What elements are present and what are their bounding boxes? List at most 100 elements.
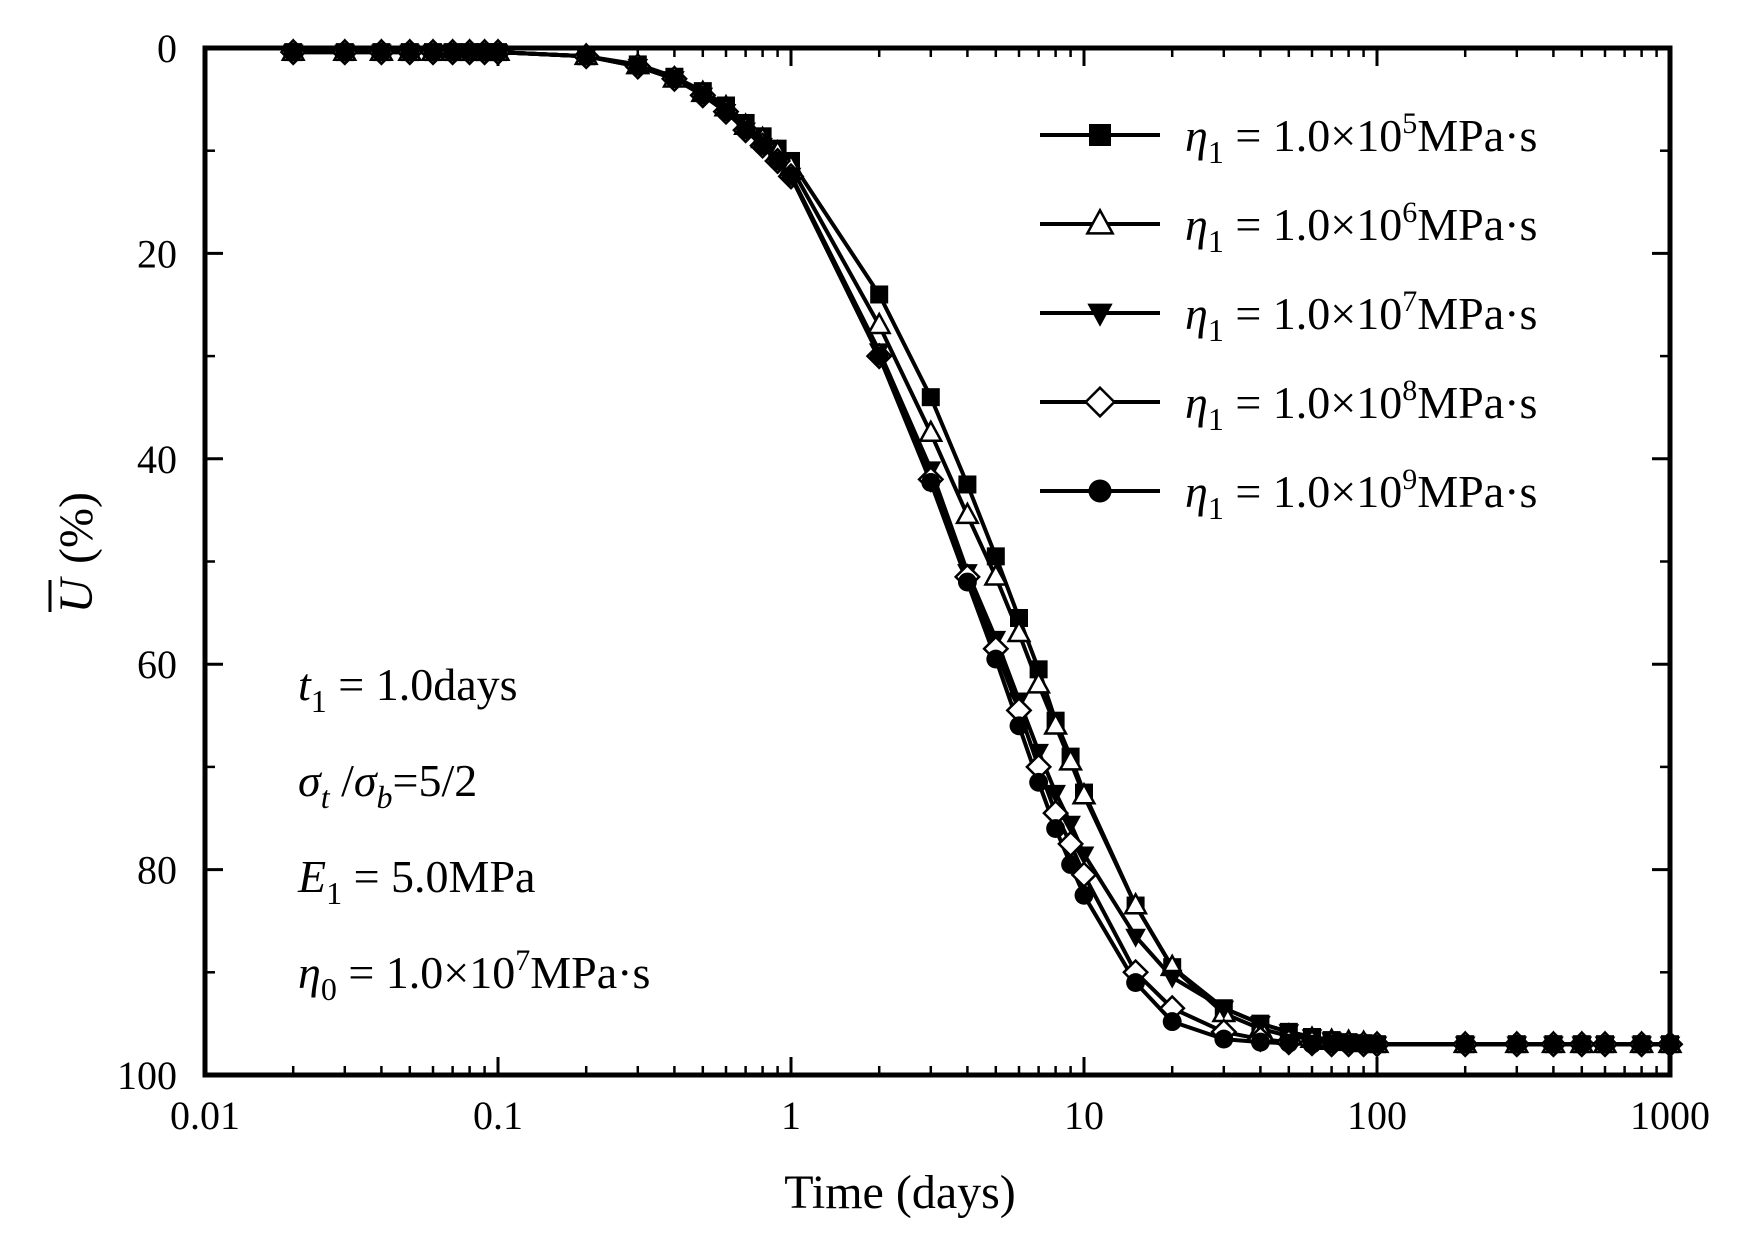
data-point xyxy=(1214,1029,1234,1049)
data-point xyxy=(869,346,889,366)
x-tick-label: 1000 xyxy=(1630,1093,1710,1138)
data-point xyxy=(1006,619,1032,643)
data-point xyxy=(781,166,801,186)
data-point xyxy=(1279,1033,1299,1053)
data-point xyxy=(1029,660,1048,679)
data-point xyxy=(1043,711,1069,735)
legend-marker xyxy=(1087,303,1113,327)
data-point xyxy=(1250,1032,1270,1052)
y-axis-title: U (%) xyxy=(48,492,103,613)
legend-label: η1 = 1.0×109MPa·s xyxy=(1185,463,1537,526)
y-tick-label: 80 xyxy=(137,848,177,893)
data-point xyxy=(1073,846,1095,866)
data-point xyxy=(443,42,463,62)
legend-label: η1 = 1.0×108MPa·s xyxy=(1185,374,1537,437)
data-point xyxy=(1126,973,1146,993)
data-point xyxy=(1074,885,1094,905)
y-tick-label: 20 xyxy=(137,231,177,276)
data-point xyxy=(664,69,684,89)
data-point xyxy=(693,85,713,105)
data-point xyxy=(335,42,355,62)
x-tick-label: 0.1 xyxy=(473,1093,523,1138)
legend-entry-2: η1 = 1.0×106MPa·s xyxy=(1040,196,1537,259)
data-point xyxy=(1572,1034,1592,1054)
data-point xyxy=(576,46,596,66)
y-tick-label: 40 xyxy=(137,437,177,482)
data-point xyxy=(716,102,736,122)
data-point xyxy=(1045,784,1066,804)
legend: η1 = 1.0×105MPa·s η1 = 1.0×106MPa·s η1 = 1… xyxy=(1040,107,1537,526)
data-point xyxy=(1061,855,1081,874)
annotation-line-1: t1 = 1.0days xyxy=(298,659,518,719)
data-point xyxy=(1071,781,1097,805)
y-tick-label: 100 xyxy=(117,1053,177,1098)
data-point xyxy=(958,475,977,494)
data-point xyxy=(866,311,892,335)
legend-label: η1 = 1.0×107MPa·s xyxy=(1185,285,1537,348)
data-point xyxy=(1125,928,1146,948)
plot-frame xyxy=(202,45,1673,1078)
data-point xyxy=(423,42,443,62)
data-point xyxy=(1367,1034,1387,1054)
x-tick-label: 100 xyxy=(1347,1093,1407,1138)
data-point xyxy=(1455,1034,1475,1054)
legend-entry-4: η1 = 1.0×108MPa·s xyxy=(1040,374,1537,437)
data-point xyxy=(1507,1034,1527,1054)
y-tick-label: 60 xyxy=(137,642,177,687)
data-point xyxy=(1161,969,1183,989)
data-point xyxy=(1029,772,1049,792)
data-point xyxy=(1009,716,1029,736)
data-point xyxy=(628,57,648,76)
data-point xyxy=(1302,1034,1322,1054)
x-tick-label: 1 xyxy=(781,1093,801,1138)
y-axis-symbol: U xyxy=(50,575,103,613)
data-point xyxy=(1250,1016,1271,1035)
annotation-line-4: η0 = 1.0×107MPa·s xyxy=(298,944,650,1007)
data-point xyxy=(283,42,303,62)
data-point xyxy=(1060,815,1081,835)
parameter-annotations: t1 = 1.0days σt /σb=5/2 E1 = 5.0MPa η0 = 1.… xyxy=(297,659,650,1007)
y-axis-unit: (%) xyxy=(50,492,103,564)
data-point xyxy=(983,563,1009,586)
data-point xyxy=(1213,1000,1235,1020)
legend-marker xyxy=(1083,385,1117,419)
data-point xyxy=(1543,1034,1563,1054)
legend-marker xyxy=(1088,479,1112,503)
x-tick-label: 0.01 xyxy=(170,1093,240,1138)
data-point xyxy=(1162,1012,1182,1032)
legend-entry-1: η1 = 1.0×105MPa·s xyxy=(1040,107,1537,170)
data-point xyxy=(921,388,940,407)
data-point xyxy=(921,472,941,492)
data-point xyxy=(400,42,420,62)
data-point xyxy=(1026,670,1052,694)
x-axis-title: Time (days) xyxy=(784,1166,1016,1219)
data-point xyxy=(1595,1034,1615,1054)
data-point xyxy=(1028,743,1049,763)
data-point xyxy=(768,151,788,171)
data-point xyxy=(371,42,391,62)
data-point xyxy=(1339,1034,1359,1054)
data-point xyxy=(1632,1034,1652,1054)
y-tick-label: 0 xyxy=(157,26,177,71)
tick-labels: 0.01 0.1 1 10 100 1000 0 20 40 60 80 100 xyxy=(117,26,1710,1138)
annotation-line-2: σt /σb=5/2 xyxy=(298,755,477,815)
data-point xyxy=(488,42,508,62)
legend-label: η1 = 1.0×106MPa·s xyxy=(1185,196,1537,259)
data-point xyxy=(1123,891,1149,915)
data-point xyxy=(986,649,1006,669)
x-tick-label: 10 xyxy=(1064,1093,1104,1138)
legend-entry-3: η1 = 1.0×107MPa·s xyxy=(1040,285,1537,348)
data-point xyxy=(986,547,1005,566)
data-point xyxy=(753,136,773,156)
data-point xyxy=(1354,1034,1374,1054)
data-point xyxy=(957,572,977,592)
data-point xyxy=(1046,819,1066,838)
data-point xyxy=(736,120,756,140)
data-point xyxy=(870,285,889,304)
legend-entry-5: η1 = 1.0×109MPa·s xyxy=(1040,463,1537,526)
annotation-line-3: E1 = 5.0MPa xyxy=(297,851,535,911)
legend-label: η1 = 1.0×105MPa·s xyxy=(1185,107,1537,170)
data-point xyxy=(1009,608,1028,627)
